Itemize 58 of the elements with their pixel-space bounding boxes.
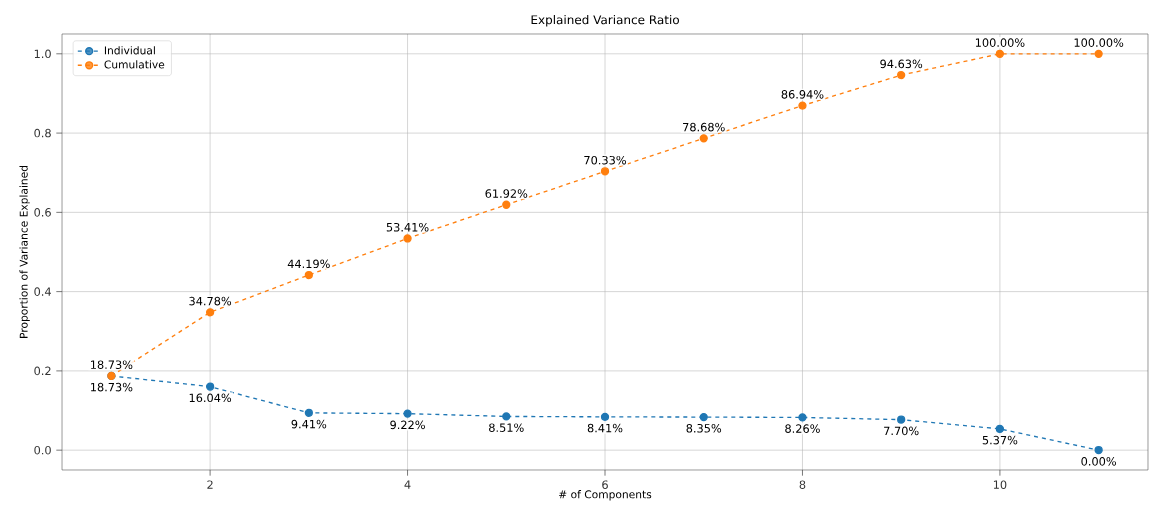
point [502,412,511,421]
point [1094,446,1103,455]
x-axis-title: # of Components [559,490,652,501]
point [798,413,807,422]
x-tick-label: 8 [799,480,806,489]
point [205,382,215,391]
data-label: 16.04% [189,393,232,403]
x-tick-label: 4 [404,480,411,489]
data-label: 86.94% [781,90,824,99]
y-tick-label: 0.6 [34,208,51,217]
point [699,134,708,143]
data-label: 100.00% [1074,38,1124,47]
x-tick-label: 10 [993,480,1007,489]
point [403,409,412,418]
chart-title: Explained Variance Ratio [531,15,679,27]
point [1094,49,1103,58]
x-tick-label: 2 [207,480,213,489]
point [502,200,511,209]
data-label: 18.73% [91,360,133,369]
point [205,308,215,317]
y-tick-label: 0.8 [34,128,51,138]
legend-label: Individual [104,46,155,55]
data-label: 94.63% [880,59,923,69]
data-label: 44.19% [287,259,330,269]
y-tick-label: 0.2 [34,366,51,376]
y-axis-title: Proportion of Variance Explained [19,165,30,338]
data-label: 0.00% [1081,457,1116,466]
data-label: 8.41% [587,423,623,433]
point [995,424,1005,434]
y-tick-label: 0.4 [34,287,51,296]
data-label: 78.68% [683,122,725,132]
point [798,101,807,110]
y-tick-label: 0.0 [34,445,51,455]
point [304,408,313,418]
data-label: 9.41% [291,419,327,429]
point [403,234,412,243]
data-label: 61.92% [485,189,528,198]
data-label: 7.70% [884,426,919,436]
point [699,412,708,422]
point [600,412,610,421]
data-label: 53.41% [386,222,429,232]
y-tick-label: 1.0 [34,49,51,59]
point [600,167,610,176]
data-label: 9.22% [390,420,425,430]
data-label: 8.51% [489,423,524,432]
point [304,270,313,280]
data-label: 70.33% [584,155,626,165]
point [897,415,906,424]
legend-label: Cumulative [104,60,165,69]
point [897,70,906,80]
data-label: 5.37% [982,435,1018,445]
data-label: 34.78% [189,296,232,306]
data-label: 100.00% [975,38,1025,47]
point [995,49,1005,58]
x-tick-label: 6 [602,480,608,489]
data-label: 8.26% [785,424,820,433]
data-label: 18.73% [91,382,133,392]
data-label: 8.35% [686,424,722,433]
